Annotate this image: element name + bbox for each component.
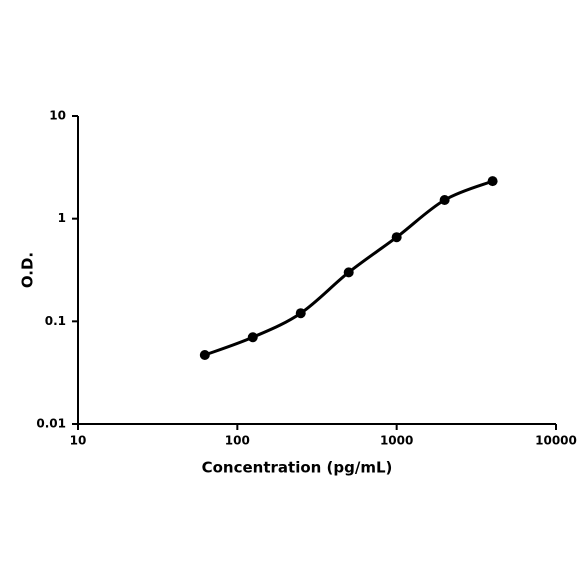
x-tick-label: 10000 — [535, 434, 577, 448]
y-tick-label: 1 — [58, 211, 66, 225]
point — [487, 176, 498, 187]
y-tick-label: 0.01 — [36, 417, 66, 431]
point — [247, 332, 258, 343]
x-tick-label: 100 — [225, 434, 250, 448]
point — [439, 194, 450, 205]
point — [343, 267, 354, 278]
x-tick-label: 1000 — [380, 434, 413, 448]
x-tick-label: 10 — [70, 434, 87, 448]
point — [391, 232, 402, 243]
point — [199, 349, 210, 360]
y-tick-label: 0.1 — [45, 314, 66, 328]
y-tick-label: 10 — [49, 109, 66, 123]
y-axis-title: O.D. — [19, 252, 37, 288]
x-axis-title: Concentration (pg/mL) — [202, 459, 393, 477]
point — [295, 308, 306, 319]
